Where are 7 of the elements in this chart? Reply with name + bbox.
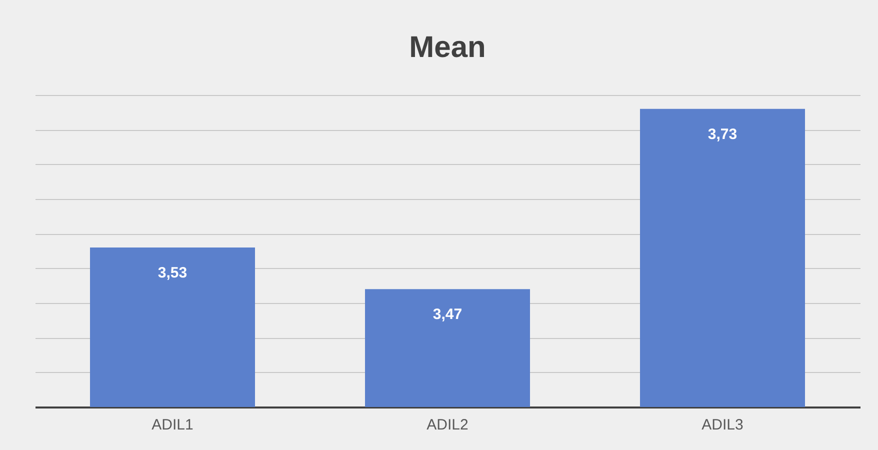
x-tick-label: ADIL1 [152, 416, 194, 434]
x-tick-label: ADIL3 [702, 416, 744, 434]
x-tick-label: ADIL2 [426, 416, 468, 434]
data-label: 3,73 [708, 126, 738, 143]
chart-title: Mean [409, 31, 486, 64]
data-label: 3,53 [158, 264, 188, 282]
data-label: 3,47 [432, 306, 462, 324]
